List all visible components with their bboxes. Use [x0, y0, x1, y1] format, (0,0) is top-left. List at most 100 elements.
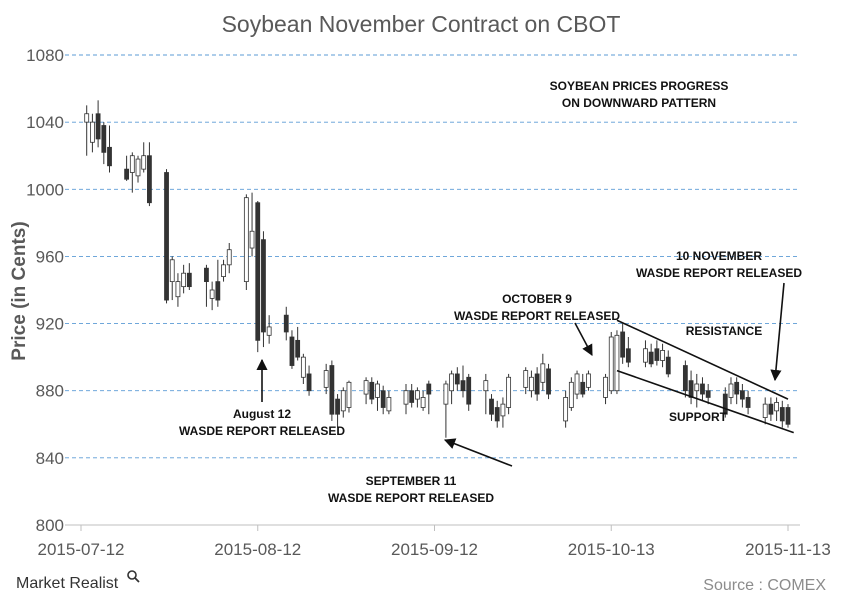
candle-body-up: [483, 380, 489, 392]
candle-body-down: [734, 381, 740, 395]
candle: [500, 397, 506, 428]
candle: [739, 384, 745, 408]
candle: [483, 373, 489, 415]
candle: [363, 377, 369, 405]
annotation-support: SUPPORT: [669, 410, 728, 424]
y-axis-label: Price (in Cents): [9, 221, 30, 360]
candle: [147, 142, 152, 207]
candle: [580, 373, 586, 398]
candle: [420, 390, 426, 411]
candle: [209, 281, 215, 311]
y-tick-label: 960: [36, 247, 64, 266]
candle-body-up: [375, 383, 380, 398]
candle: [466, 373, 472, 411]
candle-body-down: [665, 356, 671, 375]
candle-body-down: [745, 397, 751, 408]
candle-body-up: [249, 230, 255, 249]
candle: [386, 390, 392, 415]
candle: [762, 397, 768, 425]
candle-body-down: [124, 168, 130, 180]
y-tick-label: 880: [36, 382, 64, 401]
sep11-arrow: [443, 438, 513, 467]
candle-body-down: [768, 403, 774, 415]
y-tick-label: 1040: [26, 113, 64, 132]
candle-body-down: [369, 381, 375, 400]
candle-body-up: [643, 348, 648, 363]
candle-body-up: [694, 383, 700, 392]
source-note: Source : COMEX: [703, 577, 826, 594]
candle: [380, 385, 386, 415]
annotation-aug12: WASDE REPORT RELEASED: [179, 424, 345, 438]
candle-body-up: [300, 356, 306, 378]
candle: [449, 370, 455, 405]
x-tick-labels: 2015-07-12 2015-08-12 2015-09-12 2015-10-13…: [38, 525, 831, 559]
candle: [568, 377, 574, 411]
candle-body-down: [295, 339, 301, 358]
candle: [323, 363, 329, 395]
annotations: SOYBEAN PRICES PROGRESS ON DOWNWARD PATTE…: [179, 79, 802, 505]
candle: [340, 387, 346, 418]
candle: [221, 259, 226, 282]
candle-body-up: [141, 155, 147, 170]
candle: [563, 390, 569, 428]
candle: [124, 155, 130, 181]
y-tick-label: 840: [36, 449, 64, 468]
candle: [403, 384, 409, 415]
candle-body-down: [306, 373, 312, 392]
trendlines: [616, 319, 794, 434]
candle-body-down: [380, 390, 386, 408]
candle-body-up: [129, 155, 135, 173]
candle-body-up: [774, 402, 779, 412]
x-tick-label: 2015-07-12: [38, 540, 125, 559]
candle-body-down: [164, 172, 169, 301]
candle-body-down: [215, 281, 221, 301]
candle: [335, 394, 340, 428]
candle: [266, 315, 272, 344]
candle: [181, 264, 187, 294]
candle: [774, 397, 779, 421]
candle-body-up: [90, 121, 95, 143]
candle: [728, 377, 734, 405]
candle-body-up: [340, 390, 346, 412]
candle-body-up: [221, 264, 226, 277]
candle: [745, 390, 751, 415]
candle: [289, 330, 295, 369]
candle-body-up: [420, 397, 426, 408]
candle: [90, 113, 95, 153]
candle: [107, 125, 112, 173]
gridlines: [65, 54, 800, 526]
candle: [546, 363, 551, 400]
candle: [614, 330, 620, 395]
candle-body-up: [346, 381, 352, 408]
candle: [369, 377, 375, 405]
candle-body-down: [283, 314, 289, 333]
candle: [620, 323, 626, 364]
candle-body-down: [739, 390, 745, 400]
candle: [574, 370, 580, 400]
candle: [375, 380, 380, 411]
candle: [295, 326, 301, 361]
candle-body-down: [779, 407, 785, 422]
candle-body-down: [147, 155, 152, 204]
candle-body-up: [363, 380, 369, 395]
candle: [169, 256, 175, 301]
candle-body-up: [243, 197, 249, 283]
candle: [694, 373, 700, 408]
y-tick-label: 800: [36, 516, 64, 535]
x-tick-label: 2015-08-12: [214, 540, 301, 559]
candle-body-down: [107, 146, 112, 167]
x-tick-label: 2015-11-13: [745, 540, 831, 559]
candle-body-down: [186, 272, 192, 288]
candle: [523, 367, 529, 395]
candle-body-down: [329, 365, 335, 415]
chart-title: Soybean November Contract on CBOT: [222, 11, 621, 37]
candle: [540, 353, 546, 391]
candle: [734, 377, 740, 405]
candle-body-down: [654, 348, 660, 361]
x-tick-label: 2015-10-13: [568, 540, 655, 559]
annotation-sep11: WASDE REPORT RELEASED: [328, 491, 494, 505]
candle-body-up: [586, 373, 591, 388]
x-tick-label: 2015-09-12: [391, 540, 478, 559]
candle: [603, 373, 608, 405]
candle-body-down: [546, 368, 551, 395]
